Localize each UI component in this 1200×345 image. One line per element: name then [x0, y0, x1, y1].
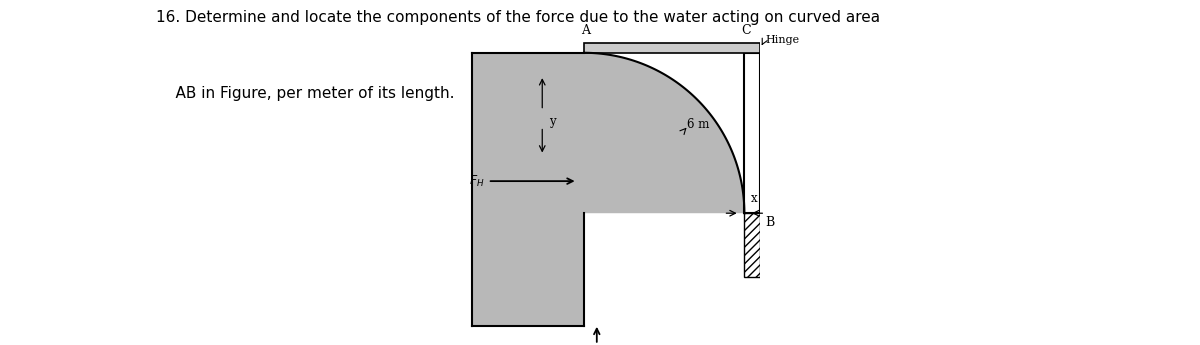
Polygon shape — [472, 53, 744, 326]
Polygon shape — [744, 53, 761, 213]
Text: A: A — [581, 24, 590, 37]
Text: $F_H$: $F_H$ — [469, 174, 485, 189]
Polygon shape — [744, 213, 761, 277]
Text: 16. Determine and locate the components of the force due to the water acting on : 16. Determine and locate the components … — [156, 10, 880, 25]
Text: x: x — [751, 192, 757, 205]
Text: 6 m: 6 m — [686, 118, 709, 131]
Text: Hinge: Hinge — [766, 35, 799, 45]
Text: B: B — [766, 216, 774, 229]
Polygon shape — [584, 43, 761, 53]
Text: y: y — [548, 115, 556, 128]
Text: AB in Figure, per meter of its length.: AB in Figure, per meter of its length. — [156, 86, 455, 101]
Text: C: C — [742, 24, 751, 37]
